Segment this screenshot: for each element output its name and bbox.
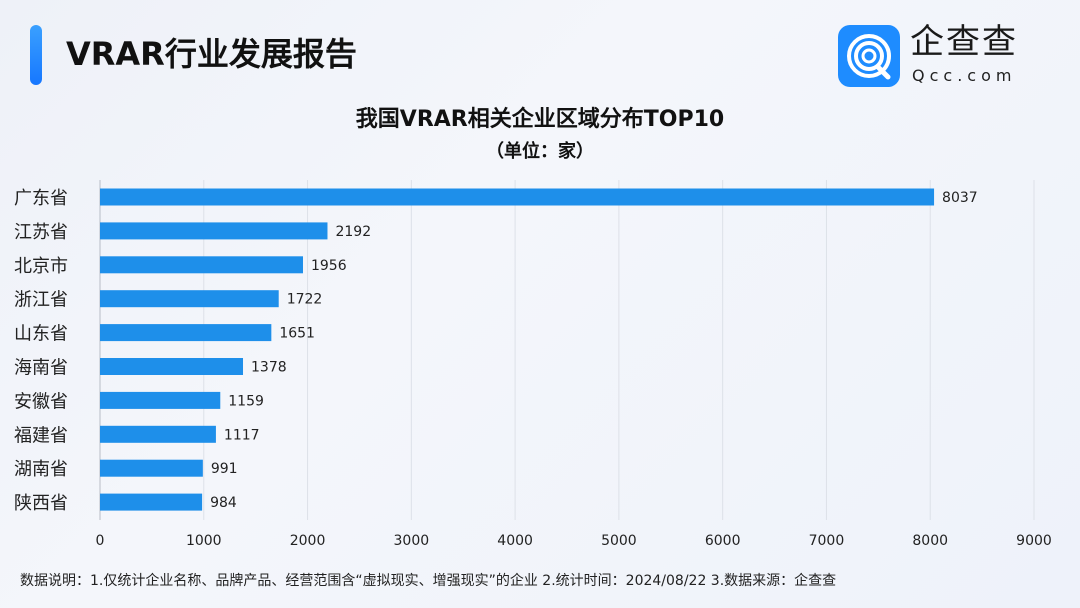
- y-category-label: 山东省: [14, 324, 68, 345]
- data-label: 8037: [942, 190, 978, 206]
- bar: [100, 493, 203, 511]
- bar: [100, 425, 216, 443]
- data-label: 984: [210, 495, 237, 511]
- report-title: VRAR行业发展报告: [66, 35, 357, 73]
- y-category-label: 海南省: [14, 358, 68, 379]
- data-label: 1378: [251, 360, 287, 376]
- footer-note: 数据说明：1.仅统计企业名称、品牌产品、经营范围含“虚拟现实、增强现实”的企业 …: [20, 573, 837, 589]
- x-tick-label: 8000: [912, 533, 948, 549]
- y-category-label: 安徽省: [14, 391, 68, 412]
- y-category-label: 湖南省: [14, 459, 68, 480]
- bar: [100, 222, 328, 240]
- data-label: 1117: [224, 427, 260, 443]
- data-label: 991: [211, 461, 238, 477]
- title-accent-bar: [30, 25, 42, 85]
- x-tick-label: 1000: [186, 533, 222, 549]
- chart-subtitle: （单位：家）: [486, 141, 594, 162]
- y-category-label: 江苏省: [14, 222, 68, 243]
- bar: [100, 324, 272, 342]
- bar: [100, 391, 221, 409]
- y-category-label: 广东省: [14, 188, 68, 209]
- data-label: 1722: [287, 292, 323, 308]
- x-tick-label: 4000: [497, 533, 533, 549]
- chart-title: 我国VRAR相关企业区域分布TOP10: [355, 107, 725, 132]
- y-category-label: 浙江省: [14, 290, 68, 311]
- data-label: 2192: [335, 224, 371, 240]
- data-label: 1159: [228, 393, 264, 409]
- data-label: 1651: [279, 326, 315, 342]
- bar: [100, 256, 303, 274]
- bar: [100, 459, 203, 477]
- logo-url: Qcc.com: [912, 66, 1017, 85]
- x-tick-label: 5000: [601, 533, 637, 549]
- logo-name: 企查查: [910, 22, 1018, 62]
- x-tick-label: 0: [96, 533, 105, 549]
- x-tick-label: 3000: [394, 533, 430, 549]
- qcc-logo-icon: [838, 25, 900, 87]
- data-label: 1956: [311, 258, 347, 274]
- y-category-label: 福建省: [14, 425, 68, 446]
- bar: [100, 188, 935, 206]
- y-category-label: 陕西省: [14, 493, 68, 514]
- bar: [100, 290, 279, 308]
- x-tick-label: 9000: [1016, 533, 1052, 549]
- x-tick-label: 7000: [809, 533, 845, 549]
- x-tick-label: 6000: [705, 533, 741, 549]
- y-category-label: 北京市: [14, 256, 68, 277]
- x-tick-label: 2000: [290, 533, 326, 549]
- bar: [100, 358, 244, 375]
